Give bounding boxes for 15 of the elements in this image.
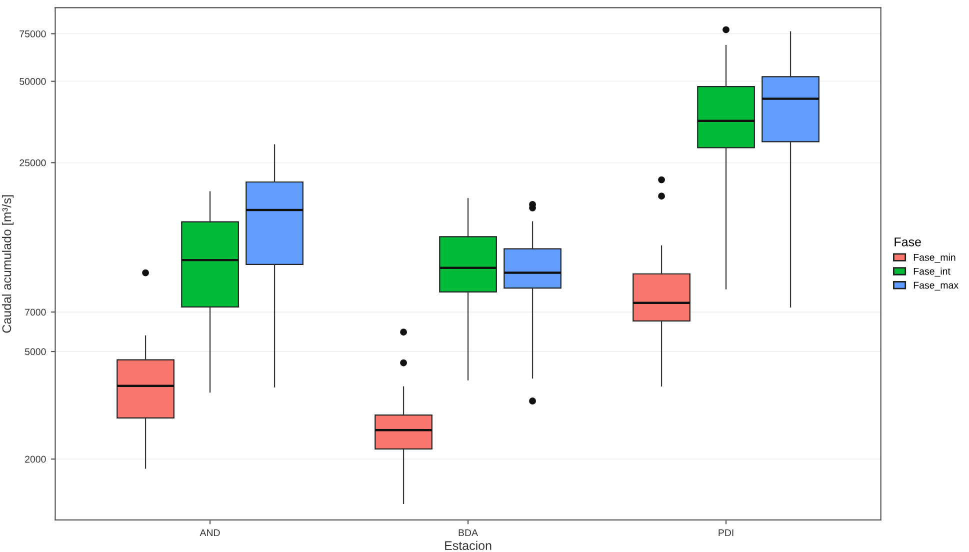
x-axis-title: Estacion bbox=[445, 540, 492, 550]
y-tick-label: 2000 bbox=[25, 456, 46, 463]
x-tick-label: AND bbox=[200, 529, 220, 536]
y-tick-label: 75000 bbox=[20, 30, 46, 38]
x-tick-label: BDA bbox=[458, 529, 478, 536]
y-tick-label: 50000 bbox=[20, 78, 46, 85]
y-tick-label: 25000 bbox=[20, 159, 46, 166]
y-tick-label: 7000 bbox=[25, 308, 46, 316]
legend-title: Fase bbox=[894, 238, 921, 246]
y-axis-title: Caudal acumulado [m³/s] bbox=[2, 195, 14, 333]
legend-label: Fase_min bbox=[914, 254, 956, 263]
legend-label: Fase_max bbox=[914, 282, 958, 290]
y-tick-label: 5000 bbox=[24, 348, 46, 356]
legend-label: Fase_int bbox=[914, 268, 950, 277]
x-tick-label: PDI bbox=[718, 529, 734, 536]
